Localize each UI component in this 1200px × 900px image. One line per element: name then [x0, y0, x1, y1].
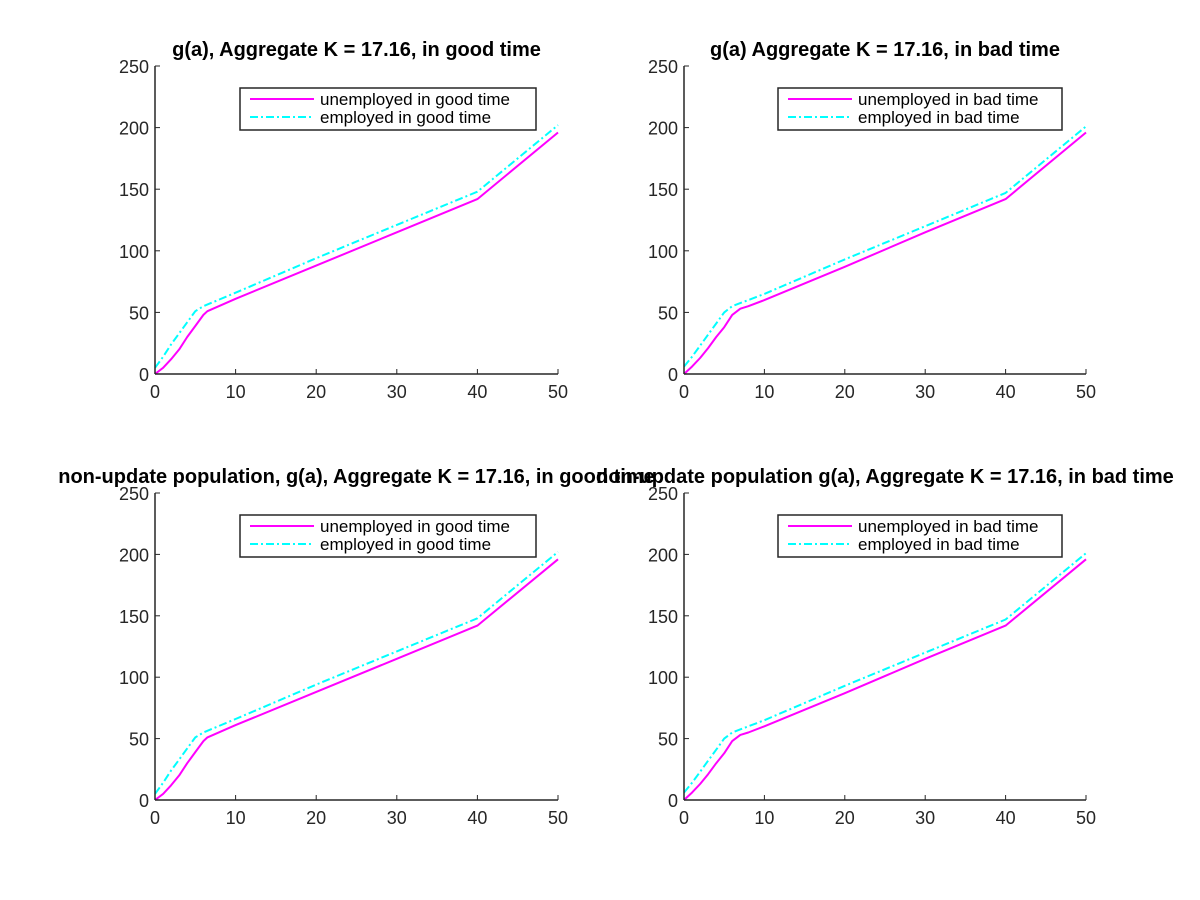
- chart-panel-2: g(a) Aggregate K = 17.16, in bad time 0 10…: [648, 39, 1096, 402]
- x-tick-label: 50: [548, 808, 568, 828]
- series-line-employed: [154, 124, 559, 369]
- y-tick-label: 250: [648, 484, 678, 504]
- y-tick-label: 100: [119, 668, 149, 688]
- legend-label: employed in good time: [320, 535, 491, 554]
- chart-title: g(a) Aggregate K = 17.16, in bad time: [710, 39, 1060, 61]
- y-tick-label: 0: [139, 365, 149, 385]
- x-tick-label: 30: [915, 382, 935, 402]
- y-tick-label: 150: [648, 180, 678, 200]
- legend-box: [777, 514, 1063, 558]
- chart-title: non-update population, g(a), Aggregate K…: [58, 466, 655, 488]
- legend-label: unemployed in good time: [320, 90, 510, 109]
- legend-box: [777, 87, 1063, 131]
- y-tick-label: 100: [648, 668, 678, 688]
- y-tick-label: 100: [648, 242, 678, 262]
- x-tick-label: 40: [996, 808, 1016, 828]
- x-tick-label: 20: [835, 808, 855, 828]
- chart-panel-1: g(a), Aggregate K = 17.16, in good time 0…: [119, 39, 568, 402]
- x-tick-label: 50: [1076, 382, 1096, 402]
- y-tick-label: 250: [119, 57, 149, 77]
- x-tick-label: 30: [387, 382, 407, 402]
- x-tick-label: 0: [150, 808, 160, 828]
- series-line-unemployed: [683, 131, 1087, 375]
- y-tick-label: 0: [668, 365, 678, 385]
- legend-box: [239, 87, 537, 131]
- x-tick-label: 10: [754, 382, 774, 402]
- x-tick-label: 10: [226, 808, 246, 828]
- y-tick-label: 150: [119, 607, 149, 627]
- series-line-unemployed: [154, 131, 559, 375]
- x-tick-label: 10: [226, 382, 246, 402]
- legend-label: employed in good time: [320, 108, 491, 127]
- x-tick-label: 50: [1076, 808, 1096, 828]
- x-tick-label: 20: [306, 808, 326, 828]
- y-tick-label: 50: [129, 303, 149, 323]
- y-tick-label: 200: [648, 545, 678, 565]
- y-tick-label: 50: [658, 730, 678, 750]
- y-tick-label: 250: [648, 57, 678, 77]
- x-tick-label: 0: [150, 382, 160, 402]
- x-tick-label: 20: [835, 382, 855, 402]
- legend-label: employed in bad time: [858, 108, 1020, 127]
- series-line-employed: [683, 552, 1087, 794]
- chart-panel-3: non-update population, g(a), Aggregate K…: [58, 466, 655, 828]
- legend-label: employed in bad time: [858, 535, 1020, 554]
- x-tick-label: 20: [306, 382, 326, 402]
- legend-box: [239, 514, 537, 558]
- chart-title: g(a), Aggregate K = 17.16, in good time: [172, 39, 541, 61]
- y-tick-label: 0: [139, 791, 149, 811]
- series-line-employed: [683, 125, 1087, 368]
- chart-title: non-update population g(a), Aggregate K …: [596, 466, 1174, 488]
- x-tick-label: 10: [754, 808, 774, 828]
- x-tick-label: 0: [679, 382, 689, 402]
- x-tick-label: 40: [996, 382, 1016, 402]
- legend-label: unemployed in bad time: [858, 90, 1039, 109]
- series-line-unemployed: [154, 558, 559, 801]
- x-tick-label: 30: [387, 808, 407, 828]
- x-tick-label: 0: [679, 808, 689, 828]
- legend-label: unemployed in bad time: [858, 517, 1039, 536]
- x-tick-label: 40: [467, 382, 487, 402]
- y-tick-label: 100: [119, 242, 149, 262]
- legend-label: unemployed in good time: [320, 517, 510, 536]
- series-line-unemployed: [683, 558, 1087, 801]
- y-tick-label: 200: [648, 119, 678, 139]
- y-tick-label: 150: [648, 607, 678, 627]
- y-tick-label: 200: [119, 119, 149, 139]
- x-tick-label: 30: [915, 808, 935, 828]
- y-tick-label: 200: [119, 545, 149, 565]
- y-tick-label: 50: [129, 730, 149, 750]
- y-tick-label: 0: [668, 791, 678, 811]
- chart-panel-4: non-update population g(a), Aggregate K …: [596, 466, 1174, 828]
- y-tick-label: 250: [119, 484, 149, 504]
- x-tick-label: 50: [548, 382, 568, 402]
- x-tick-label: 40: [467, 808, 487, 828]
- y-tick-label: 50: [658, 303, 678, 323]
- series-line-employed: [154, 551, 559, 795]
- y-tick-label: 150: [119, 180, 149, 200]
